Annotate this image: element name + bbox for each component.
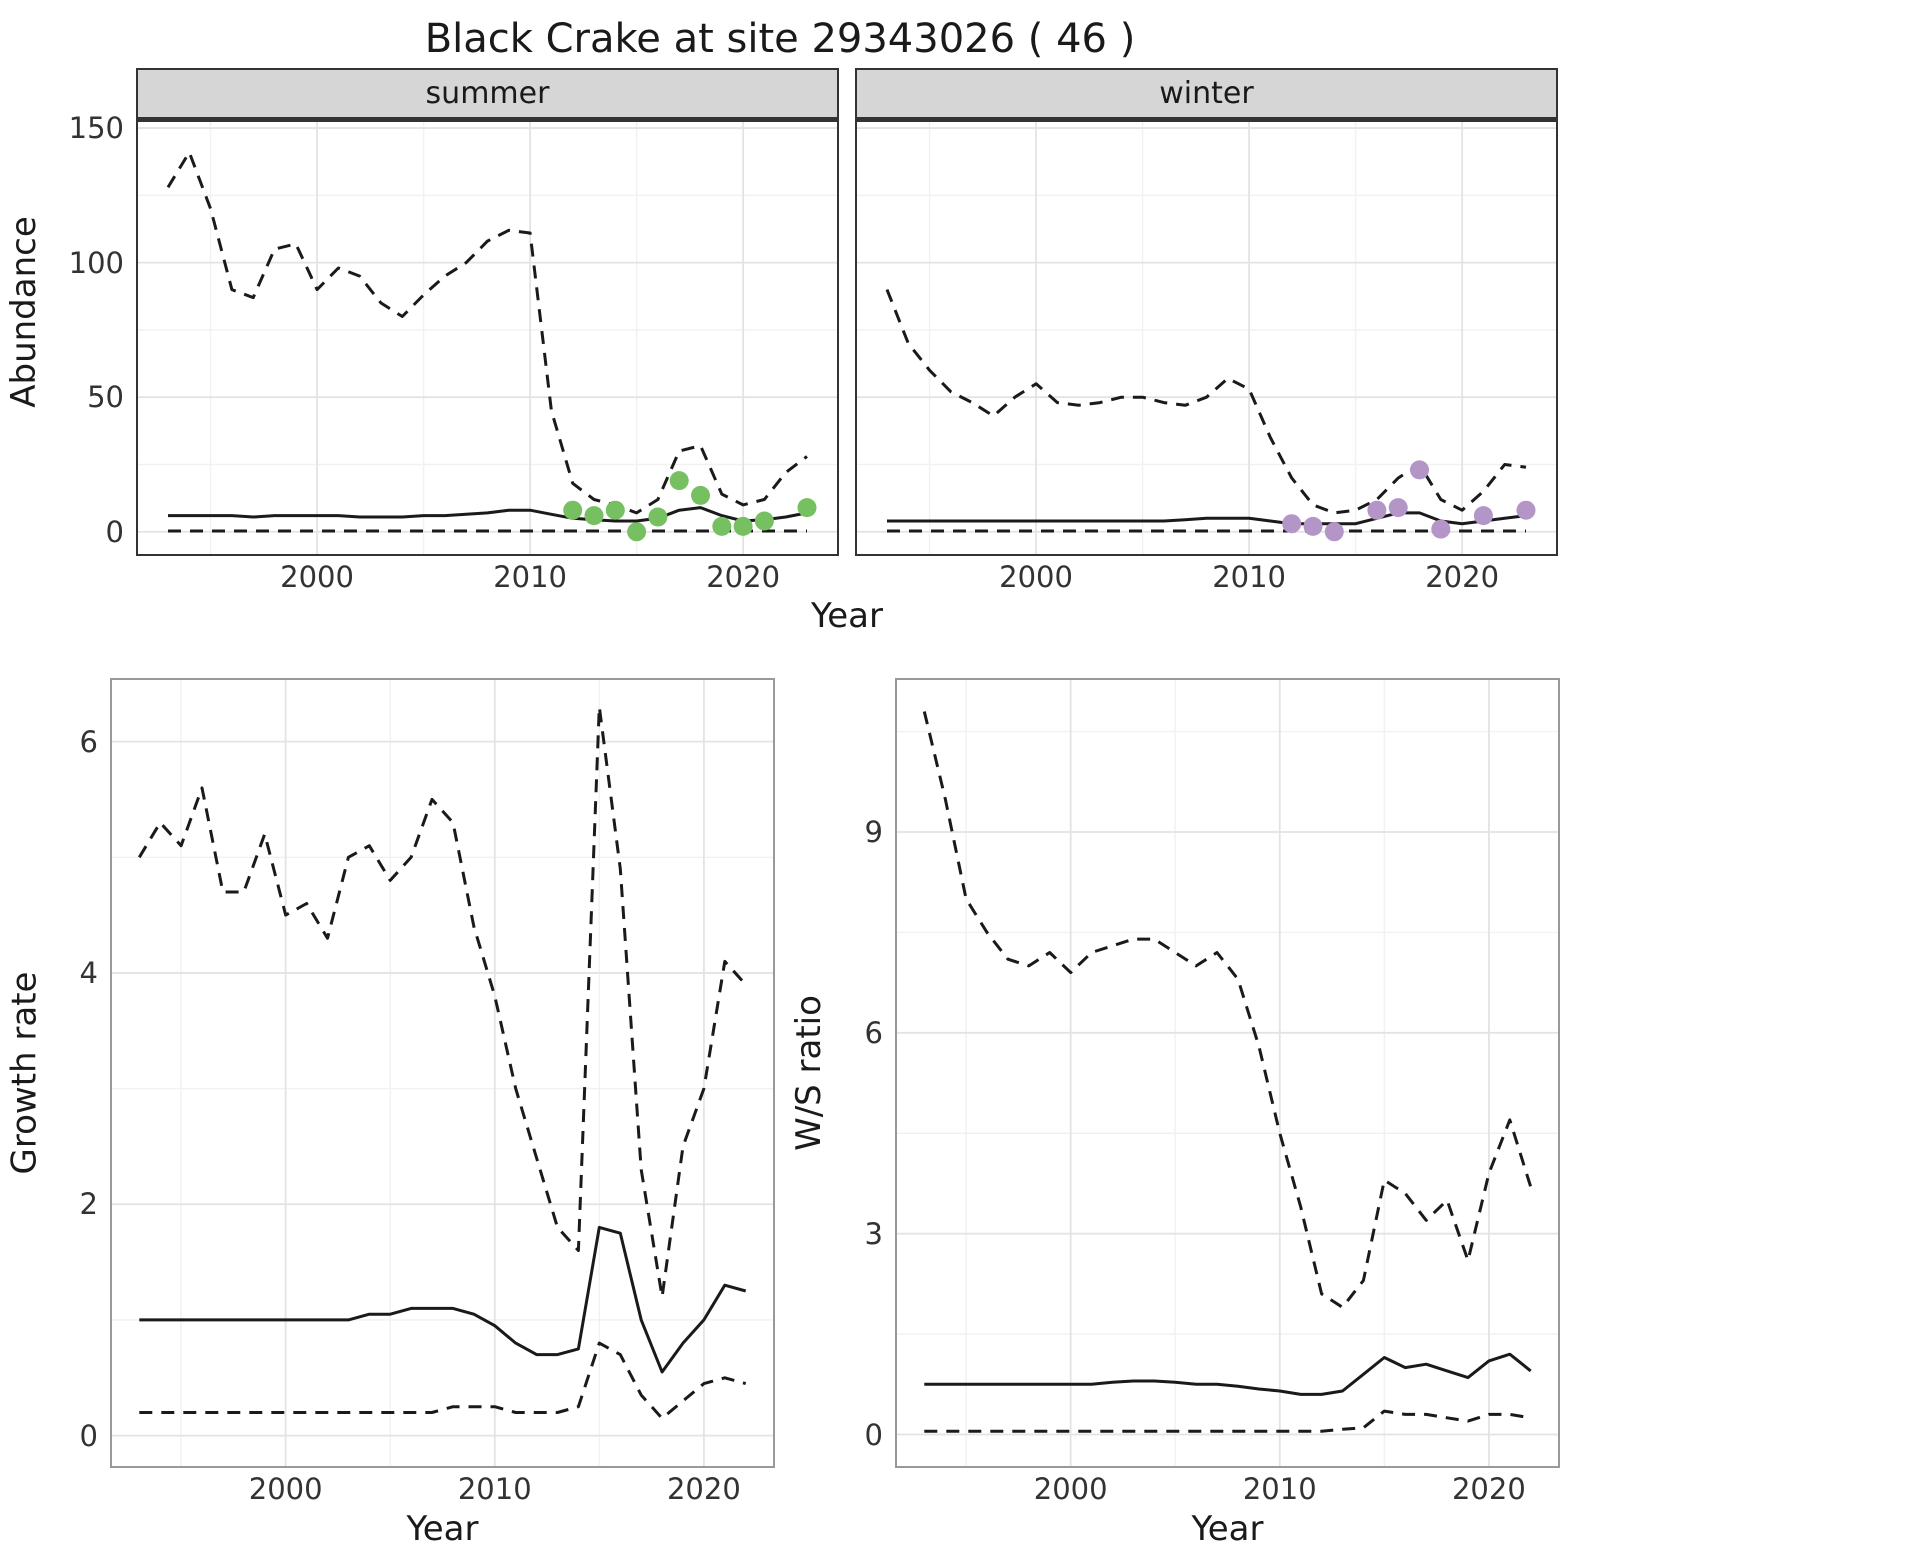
summer-x-axis: 2000 2010 2020: [136, 556, 839, 596]
growth-rate-y-axis: 0 2 4 6: [48, 678, 110, 1468]
observed-point: [1303, 516, 1323, 536]
x-tick-label: 2000: [280, 560, 354, 594]
ws-ratio-y-axis-label: W/S ratio: [785, 678, 833, 1468]
facet-summer: summer 2000 2010 2020: [136, 68, 839, 596]
winter-x-axis: 2000 2010 2020: [855, 556, 1558, 596]
x-tick-label: 2020: [706, 560, 781, 594]
y-tick-label: 2: [79, 1187, 98, 1222]
growth-rate-y-axis-label: Growth rate: [0, 678, 48, 1468]
series-upper_ci: [885, 289, 1527, 515]
growth-rate-chart: Growth rate 0 2 4 6 2000 2010 2020 Year: [0, 678, 775, 1554]
growth-rate-panel: [110, 678, 775, 1468]
ws-ratio-x-axis-label: Year: [1191, 1509, 1264, 1549]
chart-title: Black Crake at site 29343026 ( 46 ): [424, 16, 1136, 62]
y-tick-label: 0: [105, 514, 124, 549]
facet-winter: winter 2000 2010 2020: [855, 68, 1558, 596]
series-median: [924, 1352, 1532, 1396]
y-tick-label: 0: [864, 1417, 883, 1452]
observed-point: [1410, 460, 1429, 480]
series-upper_ci: [166, 150, 808, 515]
y-tick-label: 3: [864, 1216, 883, 1251]
x-tick-label: 2000: [1033, 1472, 1108, 1506]
series-upper_ci: [138, 705, 747, 1299]
observed-point: [648, 507, 668, 527]
figure: Black Crake at site 29343026 ( 46 ) Abun…: [0, 16, 1560, 1554]
panel-border: [895, 678, 1560, 1468]
x-tick-label: 2020: [1425, 560, 1500, 594]
observed-point: [797, 498, 817, 518]
observed-point: [1324, 522, 1344, 542]
x-tick-label: 2020: [666, 1472, 741, 1506]
growth-rate-x-axis-label: Year: [406, 1509, 479, 1549]
x-tick-label: 2000: [999, 560, 1073, 594]
growth-rate-panel-col: 2000 2010 2020 Year: [110, 678, 775, 1554]
series-upper_ci: [922, 711, 1533, 1309]
observed-point: [1367, 500, 1387, 520]
ws-ratio-chart: W/S ratio 0 3 6 9 2000 2010 2020 Year: [785, 678, 1560, 1554]
ws-ratio-panel-col: 2000 2010 2020 Year: [895, 678, 1560, 1554]
abundance-y-axis-label: Abundance: [0, 68, 48, 556]
facet-strip-winter: winter: [855, 68, 1558, 120]
abundance-facet-row: Abundance 0 50 100 150 summer 2000 2010 2020 …: [0, 68, 1560, 596]
series-median: [887, 511, 1527, 526]
series-lower_ci: [924, 1409, 1531, 1433]
series-median: [168, 506, 808, 523]
observed-point: [712, 516, 732, 536]
ws-ratio-y-axis: 0 3 6 9: [833, 678, 895, 1468]
x-tick-label: 2010: [1242, 1472, 1317, 1506]
facet-strip-winter-label: winter: [1159, 76, 1254, 111]
y-tick-label: 9: [864, 814, 883, 849]
ws-ratio-x-axis: 2000 2010 2020: [895, 1468, 1560, 1508]
observed-point: [1473, 506, 1493, 526]
x-tick-label: 2000: [248, 1472, 323, 1506]
observed-point: [1516, 500, 1536, 520]
observed-point: [691, 485, 710, 505]
series-median: [139, 1225, 747, 1374]
facet-strip-summer: summer: [136, 68, 839, 120]
abundance-y-axis-label-text: Abundance: [4, 216, 45, 408]
panel-border: [110, 678, 775, 1468]
observed-point: [605, 500, 625, 520]
observed-point: [754, 511, 774, 531]
facet-strip-summer-label: summer: [425, 76, 550, 111]
x-tick-label: 2020: [1451, 1472, 1526, 1506]
observed-point: [627, 522, 647, 542]
y-tick-label: 50: [87, 380, 124, 415]
growth-rate-y-axis-label-text: Growth rate: [4, 971, 44, 1175]
y-tick-label: 6: [79, 724, 98, 759]
x-tick-label: 2010: [493, 560, 567, 594]
observed-point: [1431, 519, 1451, 539]
y-tick-label: 6: [864, 1015, 883, 1050]
ws-ratio-panel: [895, 678, 1560, 1468]
observed-point: [669, 471, 689, 491]
summer-abundance-panel: [136, 120, 839, 556]
observed-point: [584, 506, 604, 526]
panel-border: [855, 120, 1558, 556]
x-tick-label: 2010: [1212, 560, 1286, 594]
y-tick-label: 4: [79, 955, 98, 990]
series-lower_ci: [139, 1341, 747, 1420]
bottom-row: Growth rate 0 2 4 6 2000 2010 2020 Year W/S r…: [0, 678, 1560, 1554]
growth-rate-x-axis: 2000 2010 2020: [110, 1468, 775, 1508]
y-tick-label: 0: [79, 1418, 98, 1453]
observed-point: [1388, 498, 1408, 518]
winter-abundance-panel: [855, 120, 1558, 556]
ws-ratio-y-axis-label-text: W/S ratio: [789, 995, 830, 1151]
observed-point: [733, 516, 753, 536]
x-tick-label: 2010: [457, 1472, 532, 1506]
y-tick-label: 100: [68, 245, 124, 280]
observed-point: [563, 500, 583, 520]
abundance-x-axis-label: Year: [811, 596, 883, 636]
y-tick-label: 150: [68, 111, 124, 146]
abundance-y-axis: 0 50 100 150: [48, 68, 136, 556]
panel-border: [136, 120, 839, 556]
observed-point: [1282, 514, 1302, 534]
